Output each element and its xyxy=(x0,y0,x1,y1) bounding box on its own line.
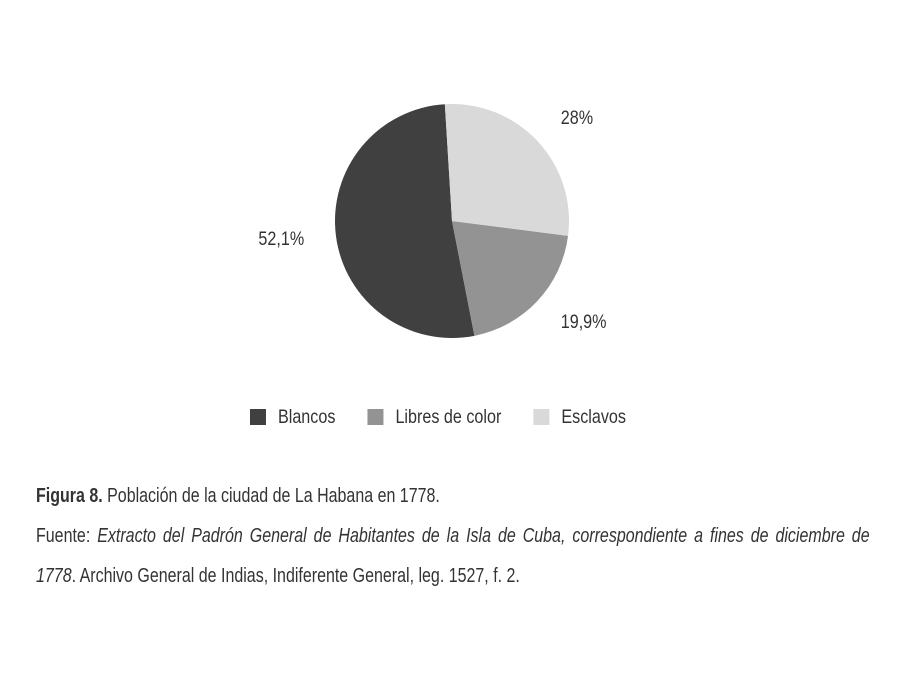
chart: 52,1% 19,9% 28% Blancos Libres de color Escla… xyxy=(249,104,626,428)
legend-label: Libres de color xyxy=(395,406,501,428)
figure-title: Población de la ciudad de La Habana en 1… xyxy=(107,485,440,507)
legend-swatch xyxy=(533,409,550,425)
legend-swatch xyxy=(367,409,384,425)
legend-swatch xyxy=(249,409,266,425)
data-label: 28% xyxy=(561,107,594,129)
caption: Figura 8. Población de la ciudad de La H… xyxy=(36,476,870,516)
data-label: 19,9% xyxy=(561,311,607,333)
caption-block: Figura 8. Población de la ciudad de La H… xyxy=(36,476,870,596)
data-label: 52,1% xyxy=(258,228,304,250)
source-rest: . Archivo General de Indias, Indiferente… xyxy=(71,565,520,587)
pie-slice xyxy=(444,104,569,236)
source-title: Extracto del Padrón General de Habitante… xyxy=(36,525,870,587)
figure-label: Figura 8. xyxy=(36,485,103,507)
source-label: Fuente: xyxy=(36,525,91,547)
pie-slice xyxy=(334,104,475,338)
source: Fuente: Extracto del Padrón General de H… xyxy=(36,516,870,596)
legend-label: Esclavos xyxy=(561,406,626,428)
pie-slice xyxy=(452,221,569,336)
legend-label: Blancos xyxy=(278,406,336,428)
